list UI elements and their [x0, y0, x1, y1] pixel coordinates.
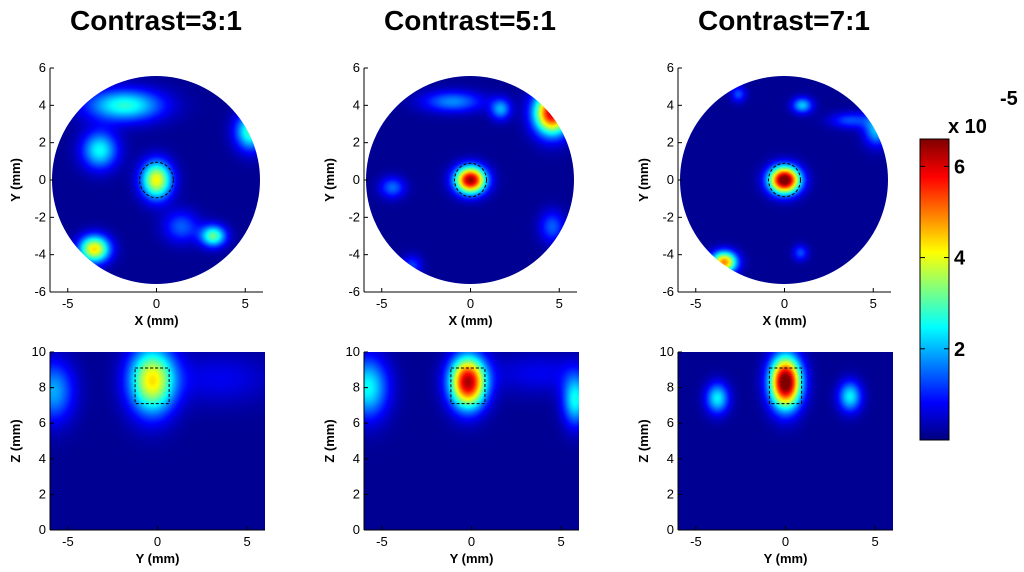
side-x-tick-label: 0 [468, 534, 475, 549]
top-x-tick-label: 5 [870, 296, 877, 311]
top-x-tick-label: 5 [242, 296, 249, 311]
colorbar-gradient [920, 139, 949, 440]
side-x-axis-label: Y (mm) [450, 551, 494, 566]
top-x-axis-label: X (mm) [134, 313, 178, 328]
top-y-tick-label: 6 [353, 60, 360, 75]
side-y-tick-label: 8 [667, 380, 674, 395]
top-y-tick-label: 2 [39, 135, 46, 150]
side-y-tick-label: 2 [667, 486, 674, 501]
top-x-axis-label: X (mm) [448, 313, 492, 328]
side-y-tick-label: 0 [667, 522, 674, 537]
top-y-tick-label: 0 [39, 172, 46, 187]
panel-title-3: Contrast=7:1 [698, 5, 870, 36]
top-view-heatmap-2 [366, 76, 574, 284]
side-y-tick-label: 4 [667, 451, 674, 466]
colorbar-exponent: -5 [1000, 88, 1018, 110]
top-y-tick-label: 0 [353, 172, 360, 187]
top-x-tick-label: 5 [556, 296, 563, 311]
top-y-tick-label: -6 [348, 284, 360, 299]
side-x-tick-label: -5 [62, 534, 74, 549]
top-y-tick-label: -6 [662, 284, 674, 299]
side-x-tick-label: -5 [690, 534, 702, 549]
top-roi-outline [139, 161, 174, 199]
side-y-tick-label: 2 [353, 486, 360, 501]
colorbar-tick-label: 6 [954, 156, 965, 178]
top-y-tick-label: 4 [39, 97, 46, 112]
side-x-tick-label: 0 [154, 534, 161, 549]
top-y-axis-label: Y (mm) [8, 158, 23, 202]
side-y-tick-label: 0 [353, 522, 360, 537]
side-view-heatmap-1 [50, 352, 265, 530]
colorbar-ticks: 2 4 6 [920, 156, 966, 361]
top-y-tick-label: -4 [662, 247, 674, 262]
top-x-tick-label: -5 [690, 296, 702, 311]
colorbar-tick-label: 4 [954, 248, 966, 270]
top-x-axis-label: X (mm) [762, 313, 806, 328]
top-y-tick-label: 0 [667, 172, 674, 187]
top-y-tick-label: -4 [348, 247, 360, 262]
panel-title-2: Contrast=5:1 [384, 5, 556, 36]
side-x-tick-label: 5 [557, 534, 564, 549]
top-y-tick-label: 4 [353, 97, 360, 112]
top-y-tick-label: 6 [667, 60, 674, 75]
side-x-axis-label: Y (mm) [764, 551, 808, 566]
side-roi-outline [768, 367, 803, 405]
top-y-tick-label: 4 [667, 97, 674, 112]
side-x-tick-label: 5 [871, 534, 878, 549]
top-x-tick-label: 0 [467, 296, 474, 311]
side-x-tick-label: -5 [376, 534, 388, 549]
side-y-axis-label: Z (mm) [322, 419, 337, 462]
top-y-tick-label: -2 [348, 209, 360, 224]
side-y-tick-label: 10 [660, 344, 674, 359]
side-y-tick-label: 0 [39, 522, 46, 537]
side-y-axis-label: Z (mm) [636, 419, 651, 462]
side-y-tick-label: 8 [39, 380, 46, 395]
side-y-tick-label: 4 [353, 451, 360, 466]
side-view-heatmap-3 [678, 352, 893, 530]
side-y-tick-label: 2 [39, 486, 46, 501]
side-y-tick-label: 8 [353, 380, 360, 395]
top-view-heatmap-3 [680, 76, 888, 284]
side-x-axis-label: Y (mm) [136, 551, 180, 566]
top-view-heatmap-1 [52, 76, 260, 284]
side-y-axis-label: Z (mm) [8, 419, 23, 462]
side-x-tick-label: 5 [243, 534, 250, 549]
top-y-tick-label: -2 [662, 209, 674, 224]
side-y-tick-label: 6 [39, 415, 46, 430]
top-x-tick-label: -5 [62, 296, 74, 311]
top-y-tick-label: 2 [667, 135, 674, 150]
top-y-tick-label: -4 [34, 247, 46, 262]
top-roi-outline [454, 162, 487, 198]
side-roi-outline [450, 367, 486, 405]
side-y-tick-label: 10 [32, 344, 46, 359]
colorbar-multiplier: x 10 [948, 116, 987, 138]
top-x-tick-label: -5 [376, 296, 388, 311]
top-y-tick-label: -6 [34, 284, 46, 299]
colorbar-frame [919, 138, 950, 441]
side-y-tick-label: 6 [667, 415, 674, 430]
side-y-tick-label: 10 [346, 344, 360, 359]
top-y-tick-label: -2 [34, 209, 46, 224]
colorbar: 2 4 6 x 10 -5 [919, 88, 1018, 441]
side-x-tick-label: 0 [782, 534, 789, 549]
axes-layer: -6 -4 -2 0 2 4 6 -5 0 5 X (mm) Y (mm) 0 2 4 6 8 10 -5 0 5 Y (… [8, 60, 893, 566]
top-roi-outline [768, 162, 801, 198]
top-y-axis-label: Y (mm) [636, 158, 651, 202]
top-y-tick-label: 6 [39, 60, 46, 75]
top-x-tick-label: 0 [781, 296, 788, 311]
side-y-tick-label: 6 [353, 415, 360, 430]
top-x-tick-label: 0 [153, 296, 160, 311]
panel-title-1: Contrast=3:1 [70, 5, 242, 36]
side-view-heatmap-2 [364, 352, 579, 530]
colorbar-tick-label: 2 [954, 339, 965, 361]
side-roi-outline [134, 367, 170, 405]
top-y-tick-label: 2 [353, 135, 360, 150]
side-y-tick-label: 4 [39, 451, 46, 466]
top-y-axis-label: Y (mm) [322, 158, 337, 202]
